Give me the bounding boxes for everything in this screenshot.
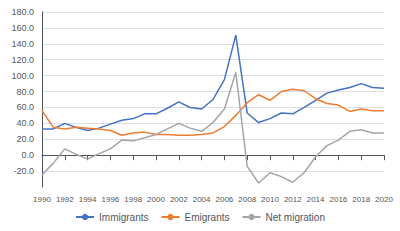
svg-text:160.0: 160.0 <box>11 23 34 33</box>
svg-text:60.0: 60.0 <box>16 102 34 112</box>
svg-text:1990: 1990 <box>33 195 51 204</box>
svg-text:2004: 2004 <box>193 195 211 204</box>
svg-text:120.0: 120.0 <box>11 55 34 65</box>
svg-text:80.0: 80.0 <box>16 87 34 97</box>
svg-text:1996: 1996 <box>102 195 120 204</box>
svg-text:Emigrants: Emigrants <box>184 212 229 223</box>
svg-text:2012: 2012 <box>284 195 302 204</box>
svg-text:2002: 2002 <box>170 195 188 204</box>
svg-text:40.0: 40.0 <box>16 118 34 128</box>
svg-text:-20.0: -20.0 <box>13 166 34 176</box>
svg-text:2010: 2010 <box>261 195 279 204</box>
svg-text:2006: 2006 <box>216 195 234 204</box>
svg-text:2000: 2000 <box>147 195 165 204</box>
svg-text:1998: 1998 <box>124 195 142 204</box>
svg-text:1994: 1994 <box>79 195 97 204</box>
svg-text:20.0: 20.0 <box>16 134 34 144</box>
svg-text:140.0: 140.0 <box>11 39 34 49</box>
svg-text:100.0: 100.0 <box>11 71 34 81</box>
svg-text:180.0: 180.0 <box>11 7 34 17</box>
svg-text:Immigrants: Immigrants <box>99 212 148 223</box>
svg-text:Net migration: Net migration <box>266 212 325 223</box>
svg-text:0.0: 0.0 <box>21 150 34 160</box>
svg-text:1992: 1992 <box>56 195 74 204</box>
svg-text:2014: 2014 <box>307 195 325 204</box>
svg-text:2020: 2020 <box>375 195 393 204</box>
svg-text:2008: 2008 <box>238 195 256 204</box>
svg-text:2018: 2018 <box>352 195 370 204</box>
svg-text:2016: 2016 <box>330 195 348 204</box>
